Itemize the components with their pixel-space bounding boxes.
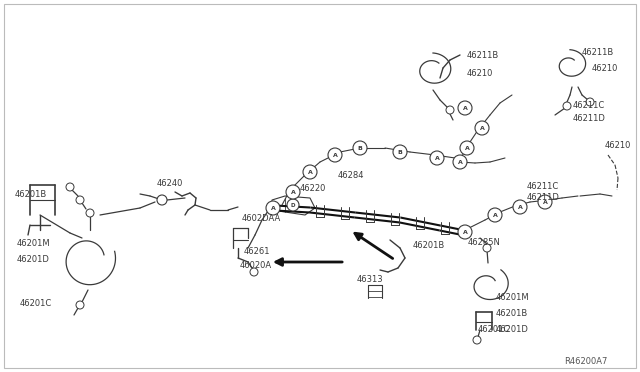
Text: A: A bbox=[291, 189, 296, 195]
Text: A: A bbox=[333, 153, 337, 157]
Text: 46201C: 46201C bbox=[478, 326, 510, 334]
Text: 46211D: 46211D bbox=[527, 192, 560, 202]
Circle shape bbox=[458, 225, 472, 239]
Text: 46240: 46240 bbox=[157, 179, 184, 187]
Text: 46201D: 46201D bbox=[496, 326, 529, 334]
Text: 46220: 46220 bbox=[300, 183, 326, 192]
Text: 46261: 46261 bbox=[244, 247, 271, 257]
Text: 46211C: 46211C bbox=[527, 182, 559, 190]
Circle shape bbox=[563, 102, 571, 110]
Circle shape bbox=[430, 151, 444, 165]
Text: A: A bbox=[465, 145, 469, 151]
Text: B: B bbox=[397, 150, 403, 154]
Text: 46020A: 46020A bbox=[240, 260, 272, 269]
Text: A: A bbox=[458, 160, 463, 164]
Circle shape bbox=[86, 209, 94, 217]
Text: A: A bbox=[543, 199, 547, 205]
Circle shape bbox=[453, 155, 467, 169]
Text: A: A bbox=[479, 125, 484, 131]
Text: 46210: 46210 bbox=[605, 141, 632, 150]
Circle shape bbox=[488, 208, 502, 222]
Text: 46211B: 46211B bbox=[467, 51, 499, 60]
Circle shape bbox=[353, 141, 367, 155]
Text: 4602DAA: 4602DAA bbox=[242, 214, 281, 222]
Text: 46201D: 46201D bbox=[17, 254, 50, 263]
Text: A: A bbox=[435, 155, 440, 160]
Text: 46210: 46210 bbox=[467, 68, 493, 77]
Circle shape bbox=[250, 268, 258, 276]
Text: 46201B: 46201B bbox=[496, 310, 528, 318]
Text: 46201M: 46201M bbox=[17, 238, 51, 247]
Circle shape bbox=[286, 185, 300, 199]
Text: B: B bbox=[358, 145, 362, 151]
Text: 46211B: 46211B bbox=[582, 48, 614, 57]
Text: A: A bbox=[271, 205, 275, 211]
Text: A: A bbox=[493, 212, 497, 218]
Circle shape bbox=[76, 301, 84, 309]
Circle shape bbox=[266, 201, 280, 215]
Circle shape bbox=[76, 196, 84, 204]
Circle shape bbox=[303, 165, 317, 179]
Circle shape bbox=[287, 199, 299, 211]
Circle shape bbox=[473, 336, 481, 344]
Text: 46284: 46284 bbox=[338, 170, 365, 180]
Text: A: A bbox=[308, 170, 312, 174]
Text: 46211D: 46211D bbox=[573, 113, 606, 122]
Text: 46201B: 46201B bbox=[15, 189, 47, 199]
Text: 46210: 46210 bbox=[592, 64, 618, 73]
Text: 46201M: 46201M bbox=[496, 294, 530, 302]
Circle shape bbox=[586, 98, 594, 106]
Circle shape bbox=[538, 195, 552, 209]
Circle shape bbox=[483, 244, 491, 252]
Text: A: A bbox=[463, 230, 467, 234]
Circle shape bbox=[157, 195, 167, 205]
Circle shape bbox=[328, 148, 342, 162]
Text: 46201B: 46201B bbox=[413, 241, 445, 250]
Circle shape bbox=[513, 200, 527, 214]
Text: 46211C: 46211C bbox=[573, 100, 605, 109]
Circle shape bbox=[475, 121, 489, 135]
Text: R46200A7: R46200A7 bbox=[564, 357, 607, 366]
Text: D: D bbox=[291, 202, 295, 208]
Text: A: A bbox=[463, 106, 467, 110]
Circle shape bbox=[458, 101, 472, 115]
Text: A: A bbox=[518, 205, 522, 209]
Text: 46285N: 46285N bbox=[468, 237, 501, 247]
Circle shape bbox=[66, 183, 74, 191]
Circle shape bbox=[393, 145, 407, 159]
Circle shape bbox=[446, 106, 454, 114]
Circle shape bbox=[460, 141, 474, 155]
Text: 46313: 46313 bbox=[357, 276, 383, 285]
Text: 46201C: 46201C bbox=[20, 299, 52, 308]
